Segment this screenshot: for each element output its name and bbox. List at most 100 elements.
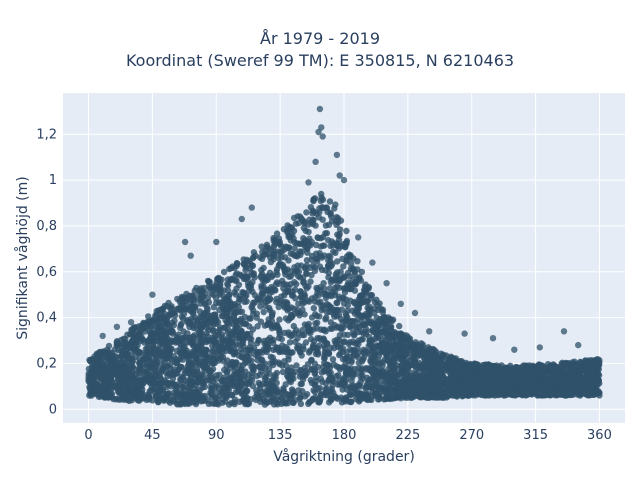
scatter-point [145,313,152,320]
scatter-point [341,285,348,292]
scatter-point [303,391,311,398]
scatter-point [151,388,158,396]
scatter-point [284,305,291,312]
scatter-point [186,318,194,325]
scatter-point [236,308,243,315]
scatter-point [505,366,512,373]
scatter-point [302,372,309,379]
scatter-point [281,268,289,275]
scatter-point [216,371,223,378]
scatter-point [298,352,305,359]
scatter-point [308,271,315,279]
scatter-point [326,261,333,268]
scatter-point [373,296,380,303]
scatter-point [212,394,219,402]
scatter-point [126,393,133,400]
scatter-point [170,396,177,404]
scatter-point [175,331,182,338]
scatter-point [474,377,481,384]
scatter-point [219,399,226,406]
scatter-point [287,250,294,257]
scatter-point [410,346,417,354]
scatter-point [144,344,151,352]
scatter-point [231,368,238,375]
scatter-point [146,388,153,395]
scatter-point [158,333,165,340]
scatter-point [570,370,577,377]
scatter-point [121,396,128,403]
scatter-point [233,270,241,277]
scatter-point [257,388,264,395]
scatter-point [279,368,287,376]
scatter-point [160,350,167,357]
scatter-point [229,309,237,316]
scatter-point [290,389,297,396]
scatter-point [325,274,332,281]
scatter-point [585,377,592,384]
scatter-point [381,314,388,321]
scatter-point [382,324,389,332]
scatter-point [295,387,302,394]
scatter-point [316,263,324,270]
scatter-point [248,357,255,364]
scatter-point [355,381,362,388]
scatter-point [210,360,217,367]
scatter-point [226,292,233,299]
scatter-point [221,324,228,332]
scatter-point [382,371,389,378]
scatter-point [491,392,498,399]
scatter-point [578,375,585,382]
scatter-point [349,266,356,273]
scatter-point [307,278,314,285]
scatter-point [164,345,171,352]
scatter-point [178,381,186,388]
scatter-point [205,278,213,285]
scatter-point [322,361,330,369]
scatter-point [201,383,209,390]
scatter-point [288,292,296,299]
scatter-point [184,397,192,405]
scatter-point [302,282,309,289]
scatter-point [310,216,317,224]
scatter-point [290,227,298,235]
scatter-point [347,346,354,353]
scatter-point [337,217,345,224]
scatter-point [174,295,181,303]
scatter-point [333,299,340,306]
scatter-point [356,323,363,330]
scatter-point [276,241,283,248]
scatter-point [310,305,317,312]
scatter-point [157,374,164,382]
scatter-point [114,340,121,347]
scatter-point [134,379,141,386]
scatter-point [218,312,225,320]
scatter-point [517,374,525,381]
scatter-point [355,359,362,366]
scatter-point [262,298,269,306]
scatter-point [249,369,256,376]
scatter-point [212,295,220,302]
scatter-point [267,258,275,266]
scatter-point [275,235,283,242]
scatter-point [377,371,385,378]
scatter-point [311,388,319,396]
scatter-point [299,300,306,307]
scatter-point [574,386,582,393]
scatter-point [363,328,370,335]
scatter-point [332,273,340,281]
scatter-point [387,386,394,393]
scatter-point [140,380,147,387]
scatter-point [364,298,371,305]
scatter-point [383,351,390,358]
scatter-point [185,359,192,367]
scatter-point [347,252,354,259]
scatter-point [430,367,437,375]
scatter-point [421,356,429,363]
scatter-point [203,347,210,354]
scatter-point [270,383,277,391]
scatter-point [236,398,243,405]
scatter-point [405,354,412,361]
scatter-point [255,337,262,344]
scatter-point [342,381,349,388]
